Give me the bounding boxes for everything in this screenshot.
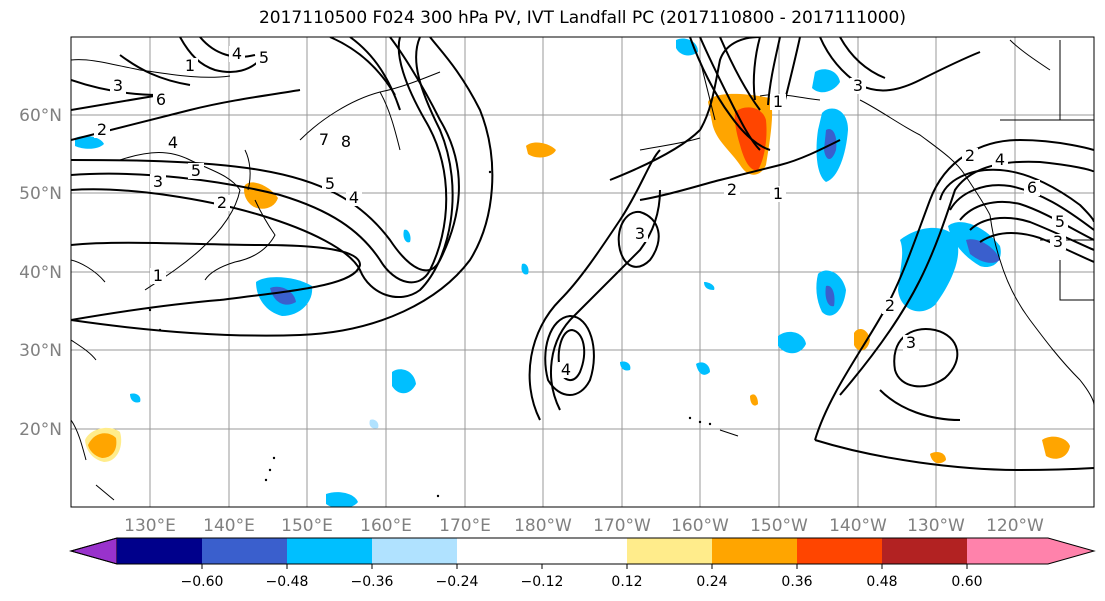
contour-label: 4 xyxy=(995,150,1005,169)
lon-label: 130°E xyxy=(124,516,176,536)
colorbar-tick-label: −0.36 xyxy=(351,574,394,590)
lon-label: 140°E xyxy=(203,516,255,536)
colorbar-ticks xyxy=(201,564,968,569)
contour-label: 5 xyxy=(325,174,335,193)
colorbar-segment xyxy=(542,538,627,564)
lon-label: 170°E xyxy=(439,516,491,536)
colorbar-segment xyxy=(712,538,797,564)
colorbar-tick-label: 0.12 xyxy=(611,574,642,590)
colorbar-segment xyxy=(457,538,542,564)
colorbar-tick-label: 0.36 xyxy=(781,574,812,590)
lat-label: 20°N xyxy=(19,420,62,440)
lat-label: 30°N xyxy=(19,341,62,361)
colorbar-segment xyxy=(372,538,457,564)
colorbar-high-extension xyxy=(967,538,1094,564)
colorbar-tick-label: 0.60 xyxy=(951,574,982,590)
shaded-anomalies xyxy=(75,38,1070,507)
lon-label: 150°W xyxy=(750,516,808,536)
contour-label: 4 xyxy=(232,44,242,63)
contour-label: 2 xyxy=(97,120,107,139)
colorbar-segment xyxy=(202,538,287,564)
contour-label: 3 xyxy=(1053,232,1063,251)
lat-label: 50°N xyxy=(19,184,62,204)
contour-label: 5 xyxy=(191,161,201,180)
contour-label: 2 xyxy=(885,296,895,315)
contour-label: 1 xyxy=(185,56,195,75)
colorbar-segment xyxy=(882,538,967,564)
contour-label: 3 xyxy=(853,76,863,95)
colorbar-tick-label: −0.24 xyxy=(436,574,479,590)
contour-label: 5 xyxy=(259,48,269,67)
contour-label: 3 xyxy=(635,224,645,243)
contour-label: 2 xyxy=(727,180,737,199)
map-title: 2017110500 F024 300 hPa PV, IVT Landfall… xyxy=(258,8,906,28)
lon-label: 150°E xyxy=(281,516,333,536)
contour-label: 3 xyxy=(113,76,123,95)
contour-label: 4 xyxy=(168,133,178,152)
contour-label: 7 xyxy=(319,130,329,149)
lon-label: 170°W xyxy=(593,516,651,536)
lon-label: 160°W xyxy=(671,516,729,536)
colorbar-tick-label: −0.48 xyxy=(266,574,309,590)
lat-label: 40°N xyxy=(19,263,62,283)
colorbar-segment xyxy=(627,538,712,564)
contour-label: 8 xyxy=(341,132,351,151)
colorbar-outline xyxy=(69,537,1096,565)
contour-label: 4 xyxy=(561,360,571,379)
contour-label: 1 xyxy=(773,184,783,203)
colorbar-tick-label: 0.24 xyxy=(696,574,727,590)
colorbar-tick-labels: −0.60 −0.48 −0.36 −0.24 −0.12 0.12 0.24 … xyxy=(181,574,983,590)
lon-label: 130°W xyxy=(907,516,965,536)
contour-label: 6 xyxy=(1027,178,1037,197)
contour-label: 3 xyxy=(906,333,916,352)
colorbar-tick-label: 0.48 xyxy=(866,574,897,590)
latitude-labels: 60°N 50°N 40°N 30°N 20°N xyxy=(19,106,62,440)
lon-label: 120°W xyxy=(986,516,1044,536)
colorbar: −0.60 −0.48 −0.36 −0.24 −0.12 0.12 0.24 … xyxy=(69,537,1096,590)
contour-label: 1 xyxy=(773,92,783,111)
colorbar-tick-label: −0.60 xyxy=(181,574,224,590)
colorbar-segment xyxy=(287,538,372,564)
colorbar-low-extension xyxy=(69,537,118,565)
lon-label: 140°W xyxy=(829,516,887,536)
colorbar-segment xyxy=(117,538,202,564)
contour-label: 2 xyxy=(217,193,227,212)
longitude-labels: 130°E 140°E 150°E 160°E 170°E 180°W 170°… xyxy=(124,516,1044,536)
contour-label: 3 xyxy=(153,172,163,191)
contour-label: 4 xyxy=(349,188,359,207)
lon-label: 180°W xyxy=(514,516,572,536)
contour-labels: 1 3 4 5 6 2 4 5 3 2 8 7 5 4 xyxy=(94,44,1068,379)
map-frame xyxy=(70,36,1095,508)
contour-label: 1 xyxy=(153,266,163,285)
contour-label: 6 xyxy=(156,90,166,109)
lon-label: 160°E xyxy=(360,516,412,536)
colorbar-tick-label: −0.12 xyxy=(521,574,564,590)
lat-label: 60°N xyxy=(19,106,62,126)
contour-label: 5 xyxy=(1055,212,1065,231)
colorbar-segment xyxy=(797,538,882,564)
contour-label: 2 xyxy=(965,146,975,165)
